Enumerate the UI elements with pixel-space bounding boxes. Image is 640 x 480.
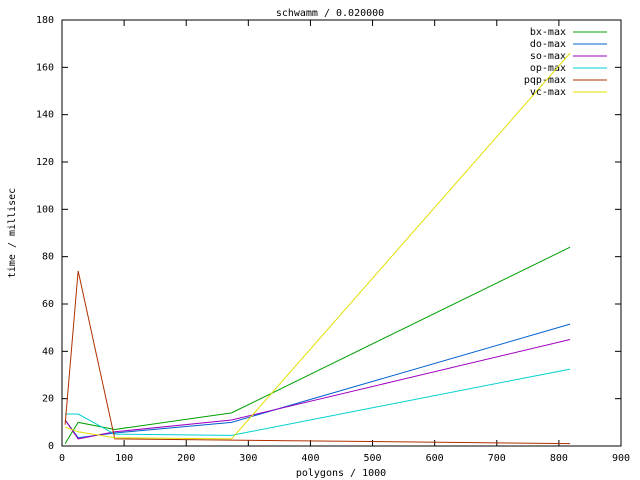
- legend-label: vc-max: [530, 87, 566, 98]
- y-axis-label: time / millisec: [7, 188, 18, 278]
- legend-label: do-max: [530, 39, 566, 50]
- y-tick-label: 80: [42, 252, 54, 263]
- y-tick-label: 100: [36, 204, 54, 215]
- series-line: [64, 246, 571, 444]
- y-tick-label: 140: [36, 110, 54, 121]
- y-tick-label: 120: [36, 157, 54, 168]
- chart-title: schwamm / 0.020000: [276, 8, 384, 19]
- x-tick-label: 600: [426, 453, 444, 464]
- y-tick-label: 0: [48, 441, 54, 452]
- series-line: [64, 339, 571, 440]
- x-tick-label: 500: [364, 453, 382, 464]
- y-tick-label: 20: [42, 394, 54, 405]
- x-tick-label: 0: [59, 453, 65, 464]
- x-tick-label: 200: [177, 453, 195, 464]
- x-tick-label: 800: [550, 453, 568, 464]
- series-line: [64, 52, 571, 440]
- y-tick-label: 160: [36, 62, 54, 73]
- x-tick-label: 900: [612, 453, 630, 464]
- legend-label: pqp-max: [524, 75, 566, 86]
- series-line: [65, 368, 571, 436]
- x-tick-label: 700: [488, 453, 506, 464]
- legend-label: bx-max: [530, 27, 566, 38]
- series-line: [64, 270, 571, 445]
- y-tick-label: 60: [42, 299, 54, 310]
- x-axis-label: polygons / 1000: [296, 468, 386, 479]
- x-tick-label: 100: [115, 453, 133, 464]
- x-tick-label: 400: [301, 453, 319, 464]
- plot-border: [61, 19, 622, 447]
- legend-label: op-max: [530, 63, 566, 74]
- y-tick-label: 180: [36, 15, 54, 26]
- x-tick-label: 300: [239, 453, 257, 464]
- legend-label: so-max: [530, 51, 566, 62]
- y-tick-label: 40: [42, 346, 54, 357]
